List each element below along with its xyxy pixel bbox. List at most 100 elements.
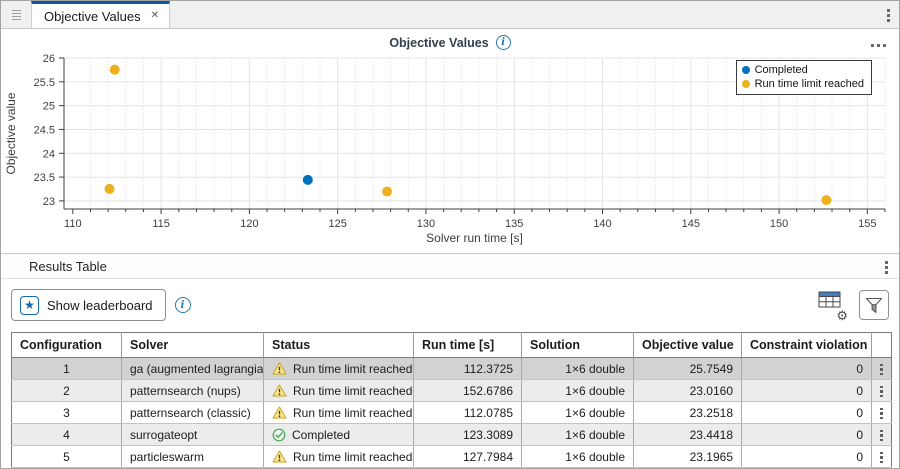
results-section-header: Results Table [1, 253, 899, 278]
success-icon [272, 428, 286, 442]
close-icon[interactable]: ✕ [150, 10, 159, 21]
cell-configuration[interactable]: 3 [11, 401, 122, 424]
cell-row-menu [871, 401, 892, 424]
cell-solution[interactable]: 1×6 double [521, 379, 634, 402]
warning-icon [272, 362, 287, 375]
results-menu-icon[interactable] [885, 261, 888, 274]
cell-objective_value[interactable]: 23.1965 [633, 445, 742, 468]
cell-solution[interactable]: 1×6 double [521, 423, 634, 446]
data-point[interactable] [104, 183, 115, 194]
objective-values-chart: 23 23.5 24 24.5 25 25.5 26 110 115 120 125 130 135 14… [4, 53, 886, 245]
chart-legend: Completed Run time limit reached [735, 60, 872, 95]
row-menu-icon[interactable] [880, 407, 883, 420]
legend-label: Completed [754, 64, 808, 76]
column-header-constraint_violation: Constraint violation [741, 332, 872, 358]
cell-run_time[interactable]: 152.6786 [413, 379, 522, 402]
tab-label: Objective Values [44, 8, 141, 24]
drag-handle-icon[interactable] [1, 1, 31, 28]
cell-status[interactable]: Completed [263, 423, 414, 446]
cell-solver[interactable]: surrogateopt [121, 423, 264, 446]
table-row[interactable]: 5 particleswarm Run time limit reached 127.… [11, 445, 892, 468]
filter-icon [865, 297, 883, 313]
cell-solver[interactable]: patternsearch (classic) [121, 401, 264, 424]
table-row[interactable]: 4 surrogateopt Completed 123.3089 1×6 double… [11, 423, 892, 446]
data-point[interactable] [821, 195, 832, 206]
cell-constraint_violation[interactable]: 0 [741, 445, 872, 468]
status-label: Run time limit reached [293, 361, 413, 376]
tab-bar: Objective Values ✕ [1, 1, 899, 29]
cell-configuration[interactable]: 1 [11, 357, 122, 380]
cell-status[interactable]: Run time limit reached [263, 445, 414, 468]
row-menu-icon[interactable] [880, 363, 883, 376]
svg-text:140: 140 [593, 218, 611, 230]
cell-run_time[interactable]: 123.3089 [413, 423, 522, 446]
chart-options-icon[interactable] [871, 44, 886, 47]
status-label: Run time limit reached [293, 383, 413, 398]
cell-solver[interactable]: particleswarm [121, 445, 264, 468]
cell-solution[interactable]: 1×6 double [521, 357, 634, 380]
tab-bar-menu-icon[interactable] [887, 9, 890, 22]
tab-objective-values[interactable]: Objective Values ✕ [31, 1, 170, 28]
table-row[interactable]: 1 ga (augmented lagrangian) Run time limit… [11, 357, 892, 380]
cell-objective_value[interactable]: 23.4418 [633, 423, 742, 446]
cell-objective_value[interactable]: 23.2518 [633, 401, 742, 424]
row-menu-icon[interactable] [880, 451, 883, 464]
data-point[interactable] [382, 186, 393, 197]
table-row[interactable]: 3 patternsearch (classic) Run time limit r… [11, 401, 892, 424]
legend-label: Run time limit reached [754, 78, 864, 90]
cell-run_time[interactable]: 112.3725 [413, 357, 522, 380]
cell-constraint_violation[interactable]: 0 [741, 423, 872, 446]
svg-text:135: 135 [505, 218, 523, 230]
cell-constraint_violation[interactable]: 0 [741, 379, 872, 402]
table-settings-icon[interactable]: ⚙ [818, 291, 848, 323]
cell-status[interactable]: Run time limit reached [263, 379, 414, 402]
legend-item-run-time-limit[interactable]: Run time limit reached [741, 77, 864, 91]
row-menu-icon[interactable] [880, 385, 883, 398]
svg-text:26: 26 [43, 53, 55, 65]
show-leaderboard-label: Show leaderboard [47, 297, 153, 313]
svg-text:145: 145 [682, 218, 700, 230]
table-toolbar-right: ⚙ [818, 290, 889, 323]
column-header-objective_value: Objective value [633, 332, 742, 358]
cell-configuration[interactable]: 2 [11, 379, 122, 402]
info-icon[interactable]: i [174, 297, 191, 313]
results-table: Configuration Solver Status Run time [s] Sol… [11, 332, 892, 468]
filter-button[interactable] [859, 290, 889, 320]
cell-objective_value[interactable]: 25.7549 [633, 357, 742, 380]
warning-icon [272, 406, 287, 419]
row-menu-icon[interactable] [880, 429, 883, 442]
column-header-run_time: Run time [s] [413, 332, 522, 358]
cell-status[interactable]: Run time limit reached [263, 401, 414, 424]
data-point[interactable] [302, 174, 313, 185]
cell-solution[interactable]: 1×6 double [521, 401, 634, 424]
column-header-solver: Solver [121, 332, 264, 358]
table-row[interactable]: 2 patternsearch (nups) Run time limit reac… [11, 379, 892, 402]
cell-solver[interactable]: ga (augmented lagrangian) [121, 357, 264, 380]
data-point[interactable] [109, 64, 120, 75]
column-header-configuration: Configuration [11, 332, 122, 358]
info-icon[interactable]: i [495, 35, 511, 50]
run-time-limit-marker-icon [741, 80, 750, 88]
cell-run_time[interactable]: 112.0785 [413, 401, 522, 424]
cell-status[interactable]: Run time limit reached [263, 357, 414, 380]
cell-objective_value[interactable]: 23.0160 [633, 379, 742, 402]
column-header-solution: Solution [521, 332, 634, 358]
svg-text:150: 150 [770, 218, 788, 230]
gear-icon: ⚙ [836, 308, 848, 323]
cell-configuration[interactable]: 4 [11, 423, 122, 446]
cell-configuration[interactable]: 5 [11, 445, 122, 468]
legend-item-completed[interactable]: Completed [741, 63, 864, 77]
cell-run_time[interactable]: 127.7984 [413, 445, 522, 468]
cell-row-menu [871, 379, 892, 402]
cell-solution[interactable]: 1×6 double [521, 445, 634, 468]
chart-panel: Objective Values i 23 23.5 24 24.5 25 25.5 26 1… [1, 29, 899, 253]
cell-constraint_violation[interactable]: 0 [741, 401, 872, 424]
show-leaderboard-button[interactable]: ★ Show leaderboard [11, 289, 166, 321]
svg-text:24.5: 24.5 [34, 124, 55, 136]
cell-constraint_violation[interactable]: 0 [741, 357, 872, 380]
table-icon [818, 291, 841, 308]
svg-text:25: 25 [43, 101, 55, 113]
svg-text:23: 23 [43, 196, 55, 208]
cell-solver[interactable]: patternsearch (nups) [121, 379, 264, 402]
